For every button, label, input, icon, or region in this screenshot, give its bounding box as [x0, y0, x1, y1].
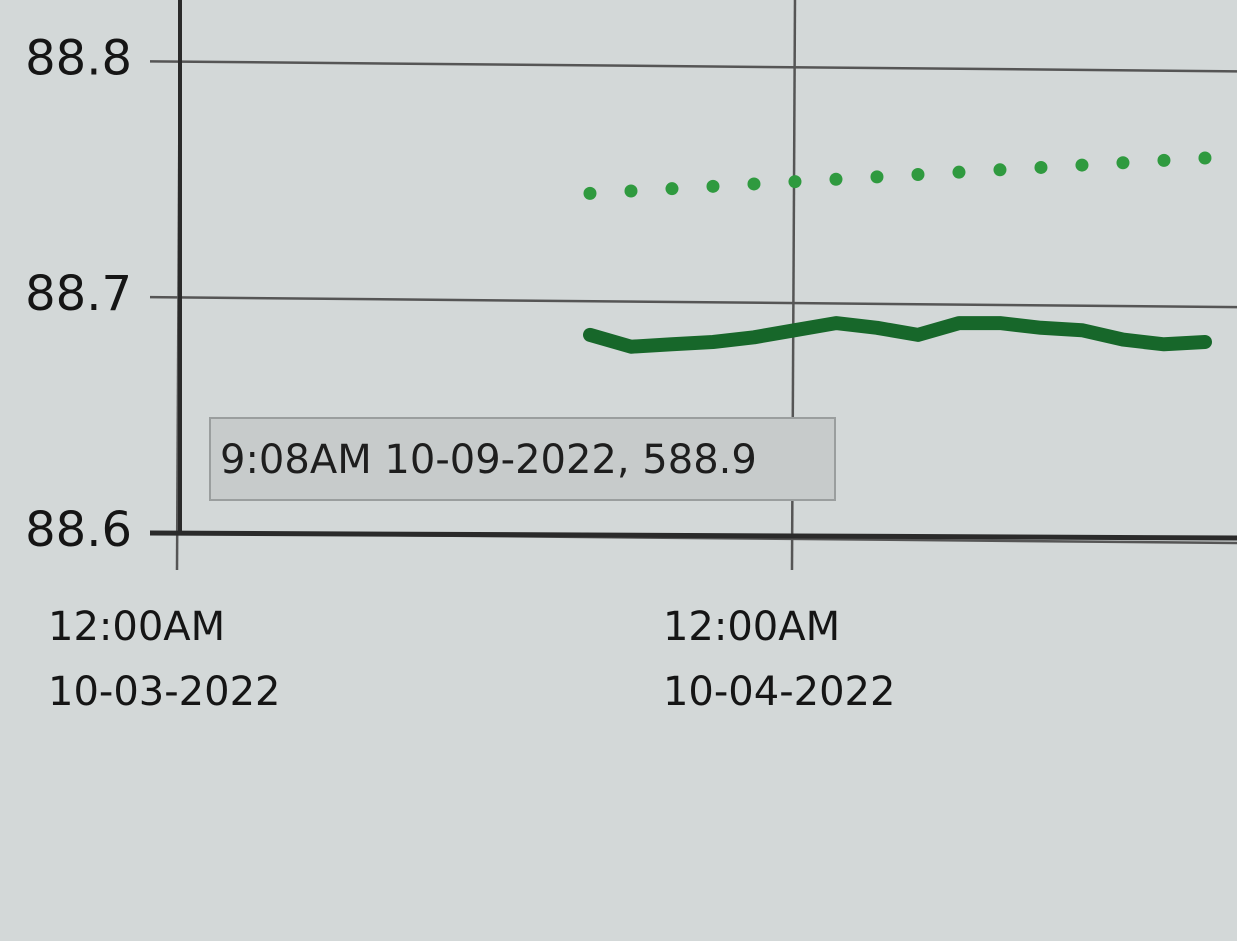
data-line: [583, 316, 1212, 354]
data-dot: [870, 170, 884, 184]
data-dot: [993, 163, 1007, 177]
data-dot: [911, 168, 925, 182]
data-dot: [1198, 151, 1212, 165]
y-tick-label: 88.6: [25, 502, 132, 558]
data-dot: [747, 177, 761, 191]
x-tick-label: 12:00AM: [48, 604, 225, 650]
labels: 88.6 88.7 88.8 12:00AM 10-03-2022 12:00AM 10-0…: [25, 30, 895, 715]
data-dot: [706, 179, 720, 193]
data-dot: [829, 172, 843, 186]
y-tick-label: 88.7: [25, 266, 132, 322]
grid-line: [149, 295, 1237, 309]
grid-line: [149, 60, 1237, 73]
data-dot: [1075, 158, 1089, 172]
data-dot: [952, 165, 966, 179]
data-dot: [788, 175, 802, 189]
marks: [583, 151, 1212, 354]
data-dot: [624, 184, 638, 198]
x-axis: [149, 530, 1237, 541]
y-tick-label: 88.8: [25, 30, 132, 86]
x-tick-label: 12:00AM: [663, 604, 840, 650]
tooltip-box: [209, 417, 836, 501]
tooltip-text: 9:08AM 10-09-2022, 588.9: [220, 437, 757, 483]
data-dot: [1116, 156, 1130, 170]
data-dot: [1034, 160, 1048, 174]
x-tick-label: 10-03-2022: [48, 669, 280, 715]
data-dot: [665, 182, 679, 196]
x-tick-label: 10-04-2022: [663, 669, 895, 715]
data-dot: [1157, 153, 1171, 167]
data-dot: [583, 186, 597, 200]
